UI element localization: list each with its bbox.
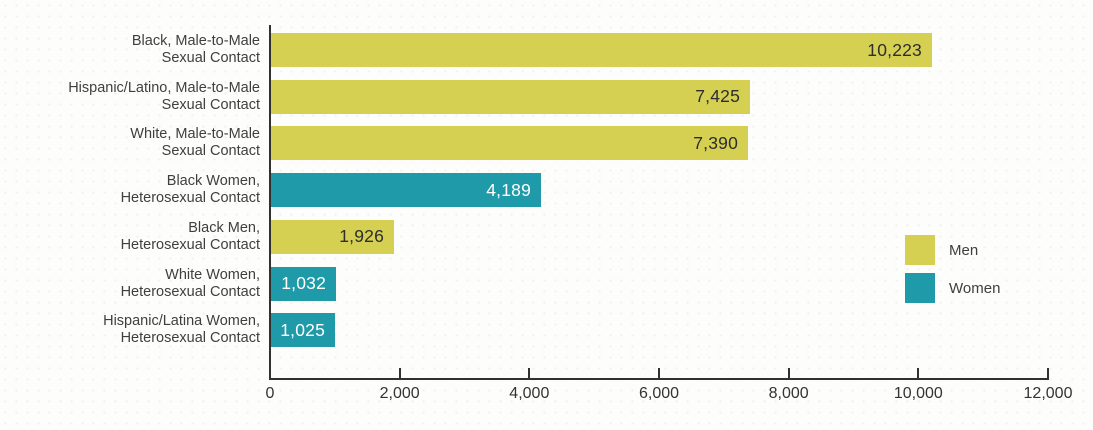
bar-value-label: 1,926 — [339, 226, 384, 247]
legend-swatch-men — [905, 235, 935, 265]
bar-value-label: 7,425 — [695, 86, 740, 107]
category-label: Black Men, Heterosexual Contact — [120, 219, 260, 253]
legend: Men Women — [905, 235, 1000, 311]
chart-row: White Women, Heterosexual Contact 1,032 — [0, 266, 1093, 301]
bar-men: 7,390 — [269, 126, 748, 161]
bar-men: 1,926 — [269, 219, 394, 254]
x-tick — [528, 368, 531, 378]
x-tick-label: 12,000 — [1023, 385, 1073, 402]
x-tick — [917, 368, 920, 378]
legend-swatch-women — [905, 273, 935, 303]
chart-row: White, Male-to-Male Sexual Contact 7,390 — [0, 126, 1093, 161]
x-tick-label: 2,000 — [379, 385, 420, 402]
x-tick-label: 8,000 — [768, 385, 809, 402]
x-tick — [1047, 368, 1049, 378]
bar-women: 4,189 — [269, 173, 541, 208]
category-label: Black Women, Heterosexual Contact — [120, 173, 260, 207]
y-axis-line — [269, 25, 271, 380]
bar-men: 7,425 — [269, 79, 750, 114]
legend-label-women: Women — [949, 279, 1001, 297]
chart-row: Black, Male-to-Male Sexual Contact 10,223 — [0, 33, 1093, 67]
bar-value-label: 1,025 — [280, 319, 325, 340]
bar-value-label: 1,032 — [281, 273, 326, 293]
chart-row: Black Women, Heterosexual Contact 4,189 — [0, 173, 1093, 208]
x-tick-label: 6,000 — [638, 385, 680, 402]
bar-value-label: 7,390 — [693, 132, 738, 153]
bar-men: 10,223 — [269, 33, 932, 67]
bar-value-label: 4,189 — [486, 179, 531, 200]
x-tick — [787, 368, 790, 378]
x-axis-line — [269, 378, 1049, 380]
chart-row: Black Men, Heterosexual Contact 1,926 — [0, 219, 1093, 254]
x-tick-label: 0 — [265, 385, 275, 402]
category-label: Hispanic/Latino, Male-to-Male Sexual Con… — [68, 79, 260, 113]
category-label: Hispanic/Latina Women, Heterosexual Cont… — [103, 313, 260, 347]
category-label: White Women, Heterosexual Contact — [120, 266, 260, 300]
x-tick-label: 10,000 — [893, 385, 943, 402]
x-tick — [658, 368, 660, 378]
x-tick — [398, 368, 401, 378]
category-label: Black, Male-to-Male Sexual Contact — [131, 33, 260, 66]
bar-women: 1,032 — [269, 266, 336, 301]
chart-row: Hispanic/Latino, Male-to-Male Sexual Con… — [0, 79, 1093, 114]
x-tick-label: 4,000 — [509, 385, 550, 402]
chart-row: Hispanic/Latina Women, Heterosexual Cont… — [0, 313, 1093, 348]
category-label: White, Male-to-Male Sexual Contact — [130, 126, 260, 160]
bar-value-label: 10,223 — [867, 39, 922, 60]
legend-item-women: Women — [905, 273, 1000, 303]
legend-label-men: Men — [949, 241, 979, 259]
legend-item-men: Men — [905, 235, 1000, 265]
bar-women: 1,025 — [269, 313, 335, 348]
